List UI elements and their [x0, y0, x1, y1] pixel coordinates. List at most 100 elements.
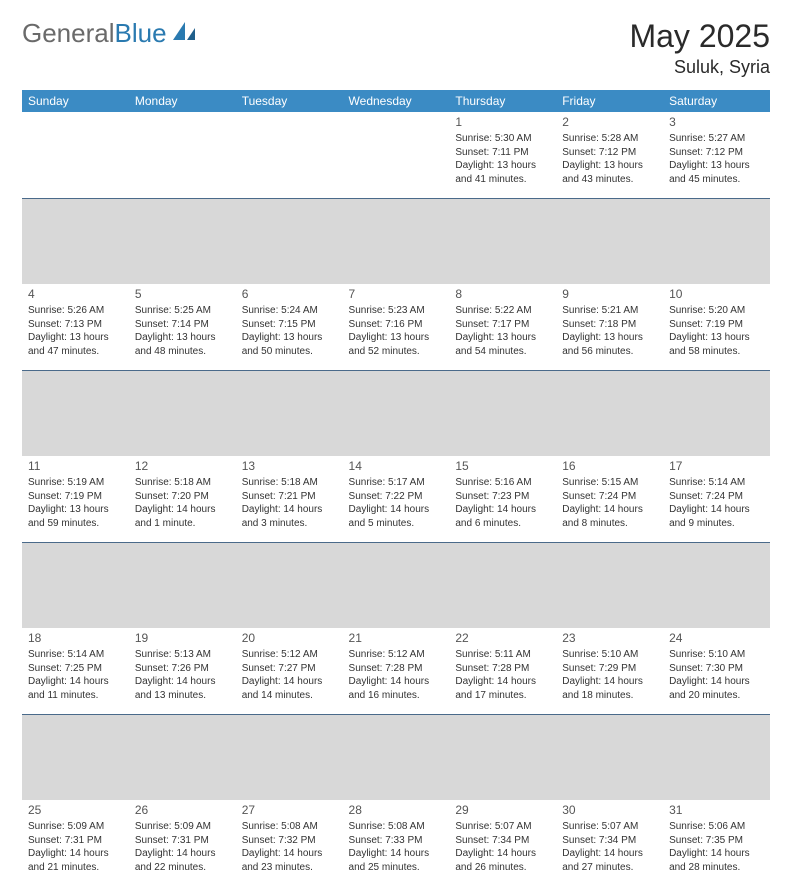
sunset-line: Sunset: 7:18 PM	[562, 318, 657, 332]
daylight-line: Daylight: 14 hours and 25 minutes.	[349, 847, 444, 874]
day-cell: 23Sunrise: 5:10 AMSunset: 7:29 PMDayligh…	[556, 628, 663, 714]
day-header: Sunday	[22, 90, 129, 112]
sunrise-line: Sunrise: 5:20 AM	[669, 304, 764, 318]
sunset-line: Sunset: 7:32 PM	[242, 834, 337, 848]
day-number: 20	[242, 630, 337, 646]
day-cell: 18Sunrise: 5:14 AMSunset: 7:25 PMDayligh…	[22, 628, 129, 714]
sunset-line: Sunset: 7:20 PM	[135, 490, 230, 504]
day-cell: 16 Sunrise: 5:15 AMSunset: 7:24 PMDayligh…	[556, 456, 663, 542]
day-cell: 29Sunrise: 5:07 AMSunset: 7:34 PMDayligh…	[449, 800, 556, 886]
sunrise-line: Sunrise: 5:28 AM	[562, 132, 657, 146]
location: Suluk, Syria	[629, 57, 770, 78]
sunset-line: Sunset: 7:26 PM	[135, 662, 230, 676]
sunset-line: Sunset: 7:27 PM	[242, 662, 337, 676]
day-number: 18	[28, 630, 123, 646]
week-row: 4Sunrise: 5:26 AMSunset: 7:13 PMDaylight…	[22, 284, 770, 370]
sunrise-line: Sunrise: 5:08 AM	[349, 820, 444, 834]
day-cell: 24Sunrise: 5:10 AMSunset: 7:30 PMDayligh…	[663, 628, 770, 714]
daylight-line: Daylight: 14 hours and 18 minutes.	[562, 675, 657, 702]
day-cell: 22Sunrise: 5:11 AMSunset: 7:28 PMDayligh…	[449, 628, 556, 714]
sunset-line: Sunset: 7:11 PM	[455, 146, 550, 160]
day-cell: 9 Sunrise: 5:21 AMSunset: 7:18 PMDaylight…	[556, 284, 663, 370]
sunrise-line: Sunrise: 5:25 AM	[135, 304, 230, 318]
day-cell: 3Sunrise: 5:27 AMSunset: 7:12 PMDaylight…	[663, 112, 770, 198]
daylight-line: Daylight: 14 hours and 28 minutes.	[669, 847, 764, 874]
daylight-line: Daylight: 14 hours and 22 minutes.	[135, 847, 230, 874]
sunrise-line: Sunrise: 5:06 AM	[669, 820, 764, 834]
day-cell: 31Sunrise: 5:06 AMSunset: 7:35 PMDayligh…	[663, 800, 770, 886]
day-number: 5	[135, 286, 230, 302]
sunrise-line: Sunrise: 5:16 AM	[455, 476, 550, 490]
sunrise-line: Sunrise: 5:30 AM	[455, 132, 550, 146]
day-number: 30	[562, 802, 657, 818]
daylight-line: Daylight: 14 hours and 13 minutes.	[135, 675, 230, 702]
sunrise-line: Sunrise: 5:12 AM	[349, 648, 444, 662]
day-number: 23	[562, 630, 657, 646]
day-cell: 1Sunrise: 5:30 AMSunset: 7:11 PMDaylight…	[449, 112, 556, 198]
day-cell: 11Sunrise: 5:19 AMSunset: 7:19 PMDayligh…	[22, 456, 129, 542]
day-cell: 15Sunrise: 5:16 AMSunset: 7:23 PMDayligh…	[449, 456, 556, 542]
sunset-line: Sunset: 7:33 PM	[349, 834, 444, 848]
daylight-line: Daylight: 13 hours and 47 minutes.	[28, 331, 123, 358]
sunrise-line: Sunrise: 5:09 AM	[28, 820, 123, 834]
daylight-line: Daylight: 14 hours and 1 minute.	[135, 503, 230, 530]
daylight-line: Daylight: 13 hours and 54 minutes.	[455, 331, 550, 358]
sunrise-line: Sunrise: 5:18 AM	[135, 476, 230, 490]
sunrise-line: Sunrise: 5:07 AM	[562, 820, 657, 834]
daylight-line: Daylight: 13 hours and 59 minutes.	[28, 503, 123, 530]
empty-cell	[236, 112, 343, 198]
day-cell: 25Sunrise: 5:09 AMSunset: 7:31 PMDayligh…	[22, 800, 129, 886]
daylight-line: Daylight: 13 hours and 58 minutes.	[669, 331, 764, 358]
sunset-line: Sunset: 7:19 PM	[28, 490, 123, 504]
day-cell: 8Sunrise: 5:22 AMSunset: 7:17 PMDaylight…	[449, 284, 556, 370]
brand-part2: Blue	[115, 18, 167, 49]
sunrise-line: Sunrise: 5:14 AM	[28, 648, 123, 662]
day-number: 24	[669, 630, 764, 646]
week-row: 11Sunrise: 5:19 AMSunset: 7:19 PMDayligh…	[22, 456, 770, 542]
day-number: 25	[28, 802, 123, 818]
day-number: 19	[135, 630, 230, 646]
day-number: 22	[455, 630, 550, 646]
day-header: Thursday	[449, 90, 556, 112]
day-number: 9	[562, 286, 657, 302]
day-cell: 20Sunrise: 5:12 AMSunset: 7:27 PMDayligh…	[236, 628, 343, 714]
sunrise-line: Sunrise: 5:15 AM	[562, 476, 657, 490]
empty-cell	[343, 112, 450, 198]
day-number: 16	[562, 458, 657, 474]
day-number: 14	[349, 458, 444, 474]
sunset-line: Sunset: 7:21 PM	[242, 490, 337, 504]
sunset-line: Sunset: 7:12 PM	[562, 146, 657, 160]
brand-logo: GeneralBlue	[22, 18, 197, 49]
day-number: 7	[349, 286, 444, 302]
day-header: Monday	[129, 90, 236, 112]
daylight-line: Daylight: 13 hours and 48 minutes.	[135, 331, 230, 358]
day-number: 27	[242, 802, 337, 818]
sunrise-line: Sunrise: 5:18 AM	[242, 476, 337, 490]
daylight-line: Daylight: 14 hours and 8 minutes.	[562, 503, 657, 530]
day-header: Friday	[556, 90, 663, 112]
day-number: 31	[669, 802, 764, 818]
day-cell: 12Sunrise: 5:18 AMSunset: 7:20 PMDayligh…	[129, 456, 236, 542]
week-separator	[22, 542, 770, 628]
day-cell: 6Sunrise: 5:24 AMSunset: 7:15 PMDaylight…	[236, 284, 343, 370]
sunrise-line: Sunrise: 5:27 AM	[669, 132, 764, 146]
day-number: 15	[455, 458, 550, 474]
sunset-line: Sunset: 7:24 PM	[562, 490, 657, 504]
day-cell: 17Sunrise: 5:14 AMSunset: 7:24 PMDayligh…	[663, 456, 770, 542]
day-number: 4	[28, 286, 123, 302]
day-number: 1	[455, 114, 550, 130]
daylight-line: Daylight: 13 hours and 56 minutes.	[562, 331, 657, 358]
day-cell: 26Sunrise: 5:09 AMSunset: 7:31 PMDayligh…	[129, 800, 236, 886]
sunset-line: Sunset: 7:17 PM	[455, 318, 550, 332]
title-block: May 2025 Suluk, Syria	[629, 18, 770, 78]
sunrise-line: Sunrise: 5:21 AM	[562, 304, 657, 318]
daylight-line: Daylight: 13 hours and 43 minutes.	[562, 159, 657, 186]
sunset-line: Sunset: 7:34 PM	[562, 834, 657, 848]
day-number: 29	[455, 802, 550, 818]
daylight-line: Daylight: 14 hours and 14 minutes.	[242, 675, 337, 702]
sunset-line: Sunset: 7:28 PM	[455, 662, 550, 676]
sunset-line: Sunset: 7:16 PM	[349, 318, 444, 332]
sunset-line: Sunset: 7:12 PM	[669, 146, 764, 160]
day-cell: 13Sunrise: 5:18 AMSunset: 7:21 PMDayligh…	[236, 456, 343, 542]
day-header: Tuesday	[236, 90, 343, 112]
